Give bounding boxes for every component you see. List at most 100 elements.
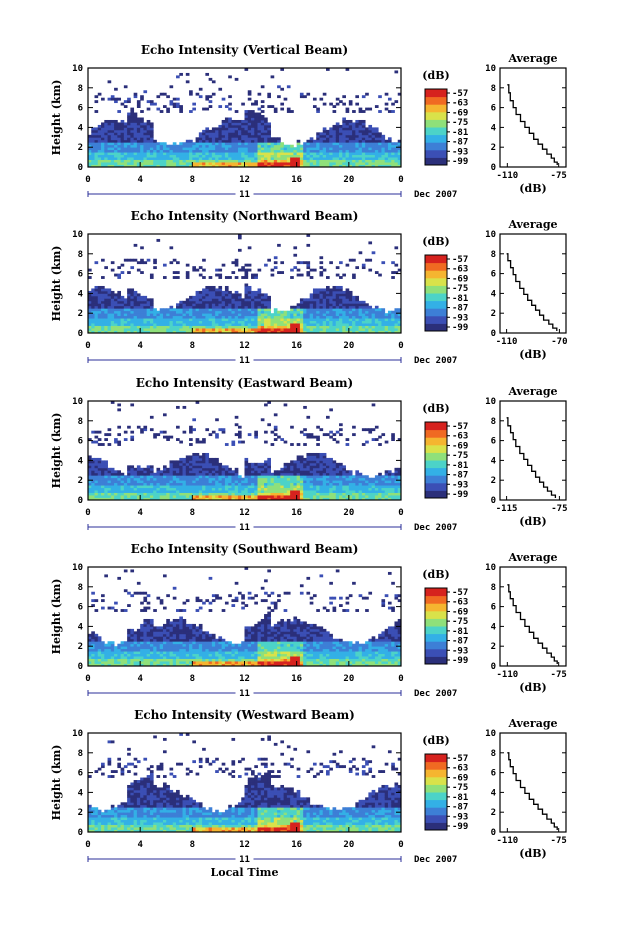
heatmap-cell [273, 144, 278, 148]
heatmap-cell [195, 295, 200, 299]
heatmap-cell [270, 154, 275, 158]
heatmap-cell [153, 490, 157, 493]
heatmap-cell [348, 487, 353, 491]
heatmap-cell [365, 485, 369, 489]
heatmap-cell [365, 149, 369, 153]
heatmap-cell [365, 475, 369, 479]
heatmap-cell [189, 149, 193, 153]
heatmap-cell [368, 495, 373, 498]
heatmap-cell [101, 293, 105, 297]
heatmap-cell [149, 137, 154, 141]
heatmap-cell [208, 492, 213, 496]
heatmap-cell [322, 305, 327, 309]
heatmap-cell [319, 266, 324, 270]
day-label-bg [235, 188, 254, 199]
heatmap-cell [348, 293, 353, 297]
heatmap-cell [335, 470, 340, 474]
heatmap-cell [97, 305, 102, 309]
heatmap-cell [296, 323, 301, 326]
heatmap-cell [107, 318, 112, 322]
heatmap-cell [348, 480, 353, 484]
heatmap-cell [101, 443, 105, 446]
heatmap-cell [234, 325, 239, 329]
heatmap-cell [120, 139, 125, 143]
heatmap-cell [394, 495, 399, 498]
heatmap-cell [374, 438, 379, 441]
heatmap-cell [205, 318, 210, 322]
heatmap-cell [342, 159, 346, 163]
heatmap-cell [280, 310, 285, 314]
heatmap-cell [198, 300, 203, 304]
heatmap-cell [136, 132, 141, 136]
heatmap-cell [94, 303, 99, 307]
heatmap-cell [182, 310, 187, 314]
heatmap-cell [192, 308, 196, 312]
heatmap-cell [352, 137, 356, 141]
heatmap-cell [296, 315, 301, 319]
heatmap-cell [97, 487, 102, 491]
heatmap-cell [195, 137, 200, 141]
heatmap-cell [146, 482, 151, 486]
heatmap-cell [322, 147, 327, 151]
heatmap-cell [156, 467, 161, 471]
heatmap-cell [257, 295, 262, 299]
heatmap-cell [394, 472, 399, 476]
heatmap-cell [296, 159, 301, 163]
heatmap-cell [224, 303, 229, 307]
heatmap-cell [260, 470, 265, 474]
heatmap-cell [162, 475, 167, 479]
heatmap-cell [237, 127, 242, 131]
heatmap-cell [384, 470, 389, 474]
heatmap-cell [306, 470, 311, 474]
heatmap-cell [97, 497, 102, 501]
heatmap-cell [215, 305, 219, 309]
heatmap-cell [133, 134, 138, 138]
heatmap-cell [104, 137, 108, 141]
heatmap-cell [91, 159, 95, 163]
heatmap-cell [244, 132, 249, 136]
heatmap-cell [166, 435, 170, 439]
heatmap-cell [136, 310, 141, 314]
heatmap-cell [316, 497, 320, 501]
heatmap-cell [283, 462, 288, 466]
heatmap-cell [339, 300, 343, 304]
heatmap-cell [247, 293, 252, 297]
heatmap-cell [306, 415, 311, 419]
heatmap-cell [205, 288, 210, 292]
heatmap-cell [133, 152, 138, 156]
heatmap-cell [149, 127, 154, 131]
heatmap-cell [322, 288, 327, 292]
heatmap-cell [136, 477, 141, 481]
heatmap-cell [339, 276, 343, 279]
heatmap-cell [296, 467, 301, 471]
heatmap-cell [339, 310, 343, 314]
heatmap-cell [273, 433, 278, 437]
heatmap-cell [247, 147, 252, 151]
heatmap-cell [104, 266, 108, 270]
heatmap-cell [352, 495, 356, 498]
heatmap-cell [348, 162, 353, 165]
heatmap-cell [94, 293, 99, 297]
heatmap-cell [264, 460, 268, 464]
heatmap-cell [306, 298, 311, 302]
heatmap-cell [339, 162, 343, 165]
heatmap-cell [299, 152, 304, 156]
heatmap-cell [299, 495, 304, 498]
colorbar-tick-label: -93 [452, 313, 468, 323]
day-label-bg [235, 354, 254, 365]
heatmap-cell [326, 485, 330, 489]
heatmap-cell [189, 472, 193, 476]
heatmap-cell [140, 310, 144, 314]
heatmap-cell [101, 152, 105, 156]
heatmap-cell [130, 298, 135, 302]
heatmap-cell [120, 164, 125, 168]
heatmap-cell [241, 318, 245, 322]
heatmap-cell [208, 482, 213, 486]
heatmap-cell [198, 149, 203, 153]
heatmap-cell [205, 457, 210, 461]
heatmap-cell [136, 300, 141, 304]
heatmap-cell [94, 320, 99, 324]
heatmap-cell [189, 490, 193, 493]
heatmap-cell [133, 298, 138, 302]
heatmap-cell [123, 258, 128, 262]
